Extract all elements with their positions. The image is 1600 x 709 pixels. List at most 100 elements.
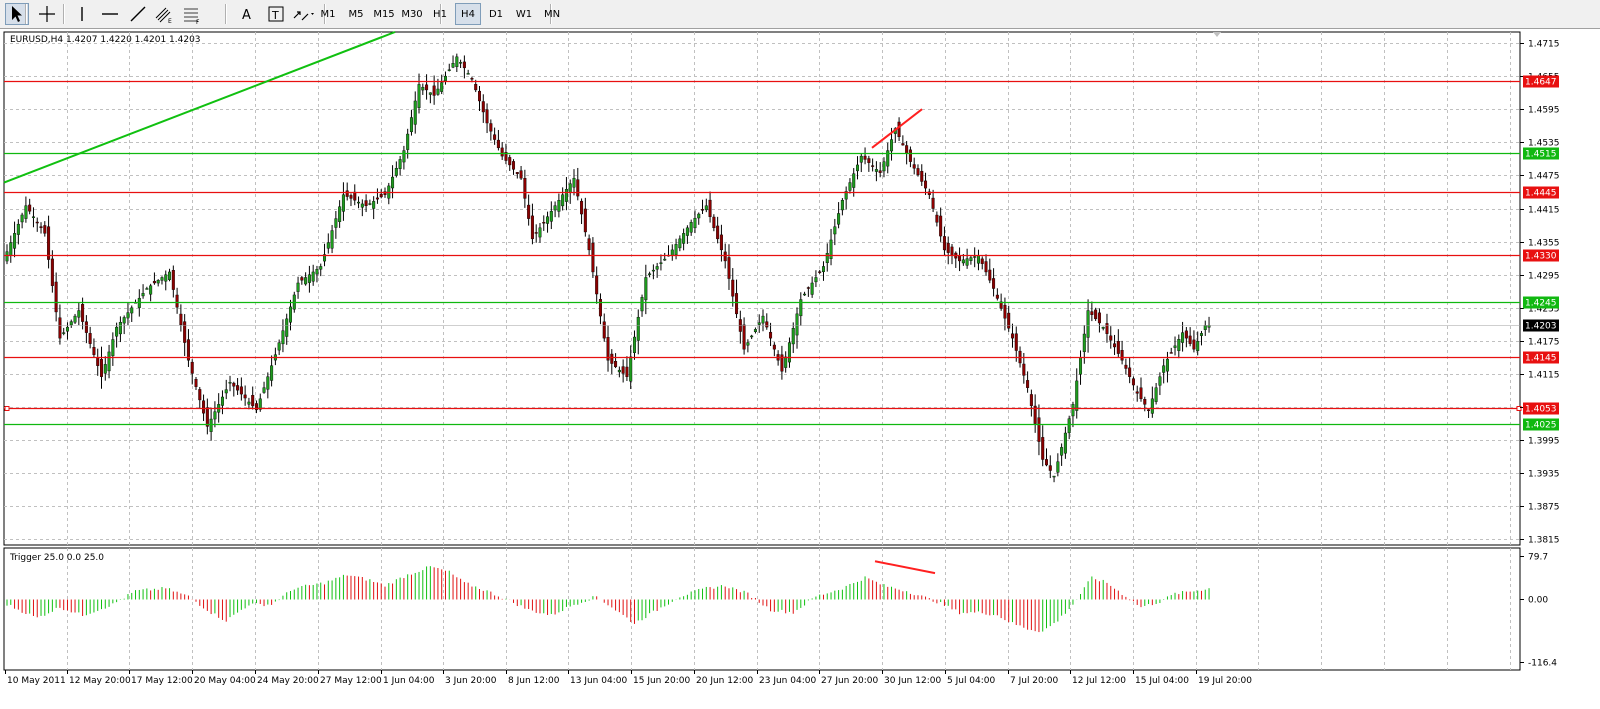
candle-body[interactable] bbox=[935, 214, 939, 223]
candle-body[interactable] bbox=[1079, 357, 1083, 375]
candle-body[interactable] bbox=[659, 262, 663, 264]
candle-body[interactable] bbox=[632, 336, 636, 354]
line-handle[interactable] bbox=[1516, 406, 1522, 411]
candle-body[interactable] bbox=[504, 152, 508, 161]
candle-body[interactable] bbox=[746, 342, 750, 346]
candle-body[interactable] bbox=[496, 139, 500, 149]
candle-body[interactable] bbox=[606, 337, 610, 361]
candle-body[interactable] bbox=[595, 275, 599, 295]
candle-body[interactable] bbox=[175, 294, 179, 308]
candle-body[interactable] bbox=[1029, 394, 1033, 406]
candle-body[interactable] bbox=[583, 208, 587, 233]
candle-body[interactable] bbox=[20, 214, 24, 223]
candle-body[interactable] bbox=[769, 331, 773, 339]
candle-body[interactable] bbox=[417, 84, 421, 108]
candle-body[interactable] bbox=[1075, 380, 1079, 411]
candle-body[interactable] bbox=[1033, 405, 1037, 424]
candle-body[interactable] bbox=[723, 251, 727, 262]
candle-body[interactable] bbox=[232, 382, 236, 387]
candle-body[interactable] bbox=[270, 365, 274, 381]
candle-body[interactable] bbox=[803, 293, 807, 296]
candle-body[interactable] bbox=[289, 306, 293, 323]
candle-body[interactable] bbox=[220, 396, 224, 406]
candle-body[interactable] bbox=[837, 213, 841, 225]
candle-body[interactable] bbox=[16, 223, 20, 235]
candle-body[interactable] bbox=[285, 318, 289, 337]
candle-body[interactable] bbox=[1007, 312, 1011, 329]
candle-body[interactable] bbox=[674, 244, 678, 255]
candle-body[interactable] bbox=[92, 347, 96, 355]
candle-body[interactable] bbox=[470, 78, 474, 80]
candle-body[interactable] bbox=[228, 382, 232, 384]
candle-body[interactable] bbox=[1067, 418, 1071, 434]
candle-body[interactable] bbox=[152, 280, 156, 284]
chart-canvas[interactable]: EURUSD,H4 1.4207 1.4220 1.4201 1.4203 Tr… bbox=[0, 30, 1600, 705]
candle-body[interactable] bbox=[716, 225, 720, 240]
candle-body[interactable] bbox=[946, 242, 950, 253]
candle-body[interactable] bbox=[360, 203, 364, 208]
candle-body[interactable] bbox=[1109, 335, 1113, 341]
candle-body[interactable] bbox=[912, 164, 916, 169]
timeframe-m15-button[interactable]: M15 bbox=[373, 8, 395, 20]
candle-body[interactable] bbox=[1086, 310, 1090, 338]
candle-body[interactable] bbox=[455, 56, 459, 67]
candle-body[interactable] bbox=[156, 280, 160, 284]
candle-body[interactable] bbox=[421, 86, 425, 91]
candle-body[interactable] bbox=[856, 164, 860, 172]
chart-shift-marker[interactable] bbox=[1213, 32, 1221, 37]
candle-body[interactable] bbox=[1101, 326, 1105, 329]
candle-body[interactable] bbox=[821, 266, 825, 273]
candle-body[interactable] bbox=[24, 205, 28, 219]
candle-body[interactable] bbox=[368, 203, 372, 205]
candle-body[interactable] bbox=[576, 179, 580, 197]
candle-body[interactable] bbox=[852, 173, 856, 188]
candle-body[interactable] bbox=[976, 255, 980, 264]
candle-body[interactable] bbox=[194, 379, 198, 387]
candle-body[interactable] bbox=[961, 259, 965, 264]
candle-body[interactable] bbox=[1048, 465, 1052, 471]
candle-body[interactable] bbox=[1196, 341, 1200, 351]
candle-body[interactable] bbox=[591, 242, 595, 273]
candle-body[interactable] bbox=[693, 217, 697, 229]
candle-body[interactable] bbox=[39, 226, 43, 229]
candle-body[interactable] bbox=[908, 149, 912, 162]
candle-body[interactable] bbox=[1105, 323, 1109, 334]
candle-body[interactable] bbox=[349, 195, 353, 199]
candle-body[interactable] bbox=[863, 155, 867, 160]
candle-body[interactable] bbox=[735, 293, 739, 315]
candle-body[interactable] bbox=[512, 161, 516, 170]
candle-body[interactable] bbox=[614, 361, 618, 368]
candle-body[interactable] bbox=[969, 257, 973, 261]
candle-body[interactable] bbox=[1052, 475, 1056, 478]
candle-body[interactable] bbox=[1060, 447, 1064, 456]
timeframe-h4-button[interactable]: H4 bbox=[455, 3, 481, 25]
candle-body[interactable] bbox=[629, 356, 633, 382]
price-panel[interactable] bbox=[3, 31, 1522, 546]
candle-body[interactable] bbox=[806, 287, 810, 289]
candle-body[interactable] bbox=[965, 258, 969, 266]
candle-body[interactable] bbox=[973, 256, 977, 258]
candle-body[interactable] bbox=[81, 304, 85, 322]
candle-body[interactable] bbox=[795, 313, 799, 336]
candle-body[interactable] bbox=[644, 277, 648, 301]
candle-body[interactable] bbox=[780, 354, 784, 372]
candle-body[interactable] bbox=[682, 233, 686, 244]
candle-body[interactable] bbox=[402, 150, 406, 163]
candle-body[interactable] bbox=[848, 182, 852, 191]
candle-body[interactable] bbox=[103, 364, 107, 374]
candle-body[interactable] bbox=[1037, 417, 1041, 442]
candle-body[interactable] bbox=[871, 165, 875, 167]
candle-body[interactable] bbox=[984, 261, 988, 273]
candle-body[interactable] bbox=[829, 239, 833, 259]
candle-body[interactable] bbox=[413, 100, 417, 125]
candle-body[interactable] bbox=[561, 194, 565, 207]
candle-body[interactable] bbox=[636, 316, 640, 341]
candle-body[interactable] bbox=[1041, 437, 1045, 460]
candle-body[interactable] bbox=[886, 150, 890, 167]
candle-body[interactable] bbox=[1124, 364, 1128, 369]
candle-body[interactable] bbox=[481, 101, 485, 113]
candle-body[interactable] bbox=[1116, 340, 1120, 354]
candle-body[interactable] bbox=[262, 387, 266, 393]
text-tool-button[interactable]: A bbox=[235, 3, 259, 25]
candle-body[interactable] bbox=[1097, 312, 1101, 324]
